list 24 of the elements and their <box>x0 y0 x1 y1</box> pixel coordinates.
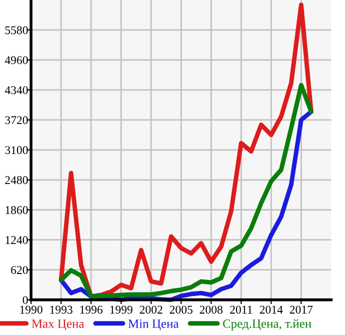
y-tick-label: 1860 <box>6 206 28 214</box>
x-tick-label: 2005 <box>170 306 192 314</box>
line-series <box>58 2 314 299</box>
y-tick-label: 620 <box>11 266 28 274</box>
legend-label: Max Цена <box>32 320 84 330</box>
x-tick-label: 2017 <box>290 306 313 314</box>
x-tick-label: 2014 <box>260 306 283 314</box>
x-tick-label: 1990 <box>20 306 42 314</box>
x-tick-label: 2011 <box>230 306 252 314</box>
x-tick-label: 2008 <box>200 306 222 314</box>
legend-label: Сред.Цена, т.йен <box>223 319 312 330</box>
legend-label: Min Цена <box>128 319 179 330</box>
y-tick-label: 3720 <box>5 116 28 124</box>
y-tick-label: 3100 <box>5 146 28 154</box>
x-tick-label: 1993 <box>50 306 72 314</box>
y-tick-label: 5580 <box>5 26 28 34</box>
x-tick-label: 2002 <box>140 306 162 314</box>
y-tick-label: 0 <box>22 296 28 304</box>
x-tick-label: 1999 <box>110 306 132 314</box>
x-tick-label: 1996 <box>80 306 103 314</box>
y-tick-label: 2480 <box>5 176 28 184</box>
y-tick-label: 1240 <box>6 236 28 244</box>
y-tick-label: 4340 <box>4 86 28 94</box>
y-tick-label: 4960 <box>4 56 28 64</box>
